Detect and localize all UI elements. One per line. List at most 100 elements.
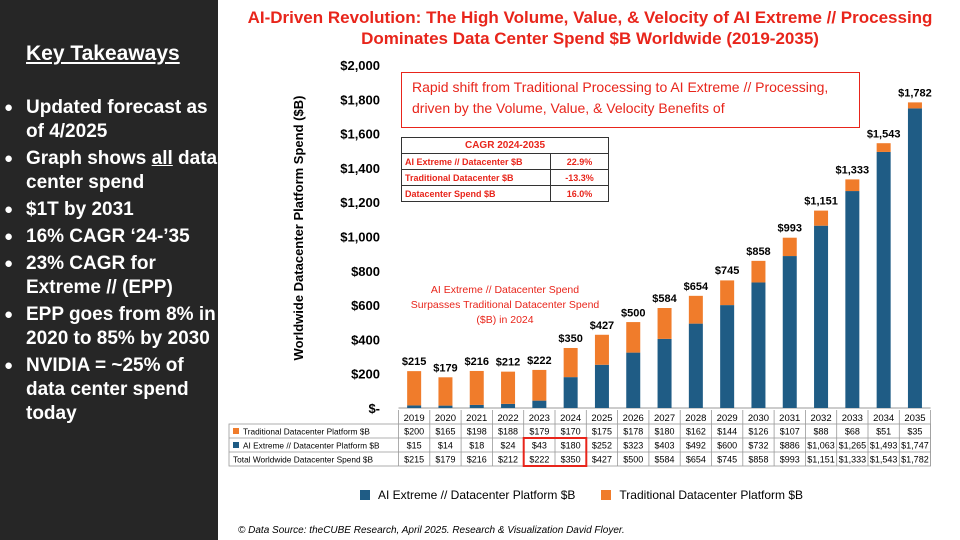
data-table-cell: $1,265 — [839, 441, 867, 451]
bar-ai-2028 — [688, 323, 703, 408]
total-label-2032: $1,151 — [804, 196, 838, 208]
bar-ai-2024 — [563, 377, 578, 408]
legend-swatch-ai — [360, 490, 370, 500]
cagr-label: Datacenter Spend $B — [401, 185, 551, 202]
total-label-2026: $500 — [621, 307, 645, 319]
cagr-value: 16.0% — [550, 185, 609, 202]
data-table-cell: $500 — [623, 455, 643, 465]
data-table-cell: $427 — [592, 455, 612, 465]
x-tick-label: 2020 — [435, 413, 456, 424]
data-table-cell: $178 — [623, 427, 643, 437]
cagr-value: -13.3% — [550, 169, 609, 186]
data-table-cell: $215 — [404, 455, 424, 465]
total-label-2023: $222 — [527, 355, 551, 367]
data-table-cell: $858 — [748, 455, 768, 465]
bar-traditional-2031 — [782, 237, 797, 257]
data-table-cell: $14 — [438, 441, 453, 451]
total-label-2021: $216 — [465, 356, 489, 368]
bar-traditional-2021 — [469, 370, 484, 405]
data-table-cell: $745 — [717, 455, 737, 465]
data-table-cell: $993 — [780, 455, 800, 465]
legend-label: AI Extreme // Datacenter Platform $B — [378, 488, 576, 502]
takeaway-item: Graph shows all data center spend — [4, 147, 218, 195]
x-tick-label: 2022 — [497, 413, 518, 424]
bar-traditional-2027 — [657, 308, 672, 339]
data-table-cell: $165 — [435, 427, 455, 437]
bar-traditional-2025 — [594, 334, 609, 365]
total-label-2020: $179 — [433, 362, 457, 374]
annotation-text: AI Extreme // Datacenter Spend Surpasses… — [410, 284, 600, 326]
data-table-cell: $175 — [592, 427, 612, 437]
data-table-cell: $732 — [748, 441, 768, 451]
total-label-2034: $1,543 — [867, 128, 901, 140]
bar-ai-2031 — [782, 256, 797, 408]
data-table-cell: $179 — [529, 427, 549, 437]
takeaway-item: 16% CAGR ‘24-’35 — [4, 225, 218, 249]
bar-traditional-2034 — [876, 143, 891, 152]
bar-ai-2027 — [657, 338, 672, 408]
data-table-cell: $323 — [623, 441, 643, 451]
bar-ai-2033 — [845, 191, 860, 408]
data-table-cell: $180 — [655, 427, 675, 437]
data-table-cell: $126 — [748, 427, 768, 437]
y-tick-label: $1,600 — [340, 127, 380, 142]
key-takeaways-list: Updated forecast as of 4/2025 Graph show… — [4, 96, 218, 429]
cagr-table: CAGR 2024-2035 AI Extreme // Datacenter … — [401, 137, 609, 202]
total-label-2028: $654 — [684, 281, 709, 293]
data-table-cell: $170 — [561, 427, 581, 437]
data-table-cell: $1,333 — [839, 455, 867, 465]
y-tick-label: $600 — [351, 298, 380, 313]
bar-traditional-2035 — [907, 102, 922, 109]
x-tick-label: 2026 — [623, 413, 644, 424]
bar-traditional-2026 — [626, 322, 641, 353]
takeaway-item: EPP goes from 8% in 2020 to 85% by 2030 — [4, 303, 218, 351]
total-label-2029: $745 — [715, 265, 739, 277]
data-table-cell: $492 — [686, 441, 706, 451]
y-tick-label: $1,200 — [340, 195, 380, 210]
data-table-cell: $584 — [655, 455, 675, 465]
data-table-cell: $51 — [876, 427, 891, 437]
data-table-cell: $88 — [814, 427, 829, 437]
y-tick-label: $2,000 — [340, 58, 380, 73]
note-box: Rapid shift from Traditional Processing … — [401, 72, 860, 128]
data-table-row-label: Total Worldwide Datacenter Spend $B — [233, 455, 374, 465]
data-table-cell: $15 — [407, 441, 422, 451]
x-tick-label: 2030 — [748, 413, 769, 424]
cagr-label: AI Extreme // Datacenter $B — [401, 153, 551, 170]
total-label-2022: $212 — [496, 357, 520, 369]
cagr-value: 22.9% — [550, 153, 609, 170]
y-tick-label: $1,000 — [340, 230, 380, 245]
bar-traditional-2019 — [407, 371, 422, 406]
bar-traditional-2033 — [845, 179, 860, 192]
bar-traditional-2029 — [720, 280, 735, 306]
data-table-legend-key — [233, 442, 239, 448]
data-table-cell: $1,782 — [901, 455, 929, 465]
bar-ai-2032 — [814, 225, 829, 408]
bar-traditional-2023 — [532, 369, 547, 401]
data-table-cell: $1,151 — [807, 455, 835, 465]
cagr-table-title: CAGR 2024-2035 — [401, 137, 609, 154]
x-tick-label: 2019 — [404, 413, 425, 424]
data-table-cell: $886 — [780, 441, 800, 451]
bar-ai-2021 — [469, 404, 484, 408]
data-table-cell: $212 — [498, 455, 518, 465]
key-takeaways-title: Key Takeaways — [26, 42, 180, 65]
total-label-2031: $993 — [778, 223, 802, 235]
key-takeaways-panel: Key Takeaways Updated forecast as of 4/2… — [0, 0, 218, 540]
x-tick-label: 2034 — [873, 413, 894, 424]
data-table-cell: $1,747 — [901, 441, 929, 451]
bar-ai-2025 — [594, 364, 609, 408]
data-table-cell: $107 — [780, 427, 800, 437]
x-tick-label: 2027 — [654, 413, 675, 424]
data-table-cell: $222 — [529, 455, 549, 465]
bar-traditional-2022 — [501, 371, 516, 404]
highlight-box — [522, 437, 588, 467]
legend-swatch-traditional — [601, 490, 612, 500]
x-tick-label: 2032 — [810, 413, 831, 424]
data-table-cell: $43 — [532, 441, 547, 451]
y-tick-label: $- — [368, 401, 380, 416]
data-table-cell: $144 — [717, 427, 737, 437]
data-table-cell: $179 — [435, 455, 455, 465]
bar-ai-2020 — [438, 405, 453, 408]
